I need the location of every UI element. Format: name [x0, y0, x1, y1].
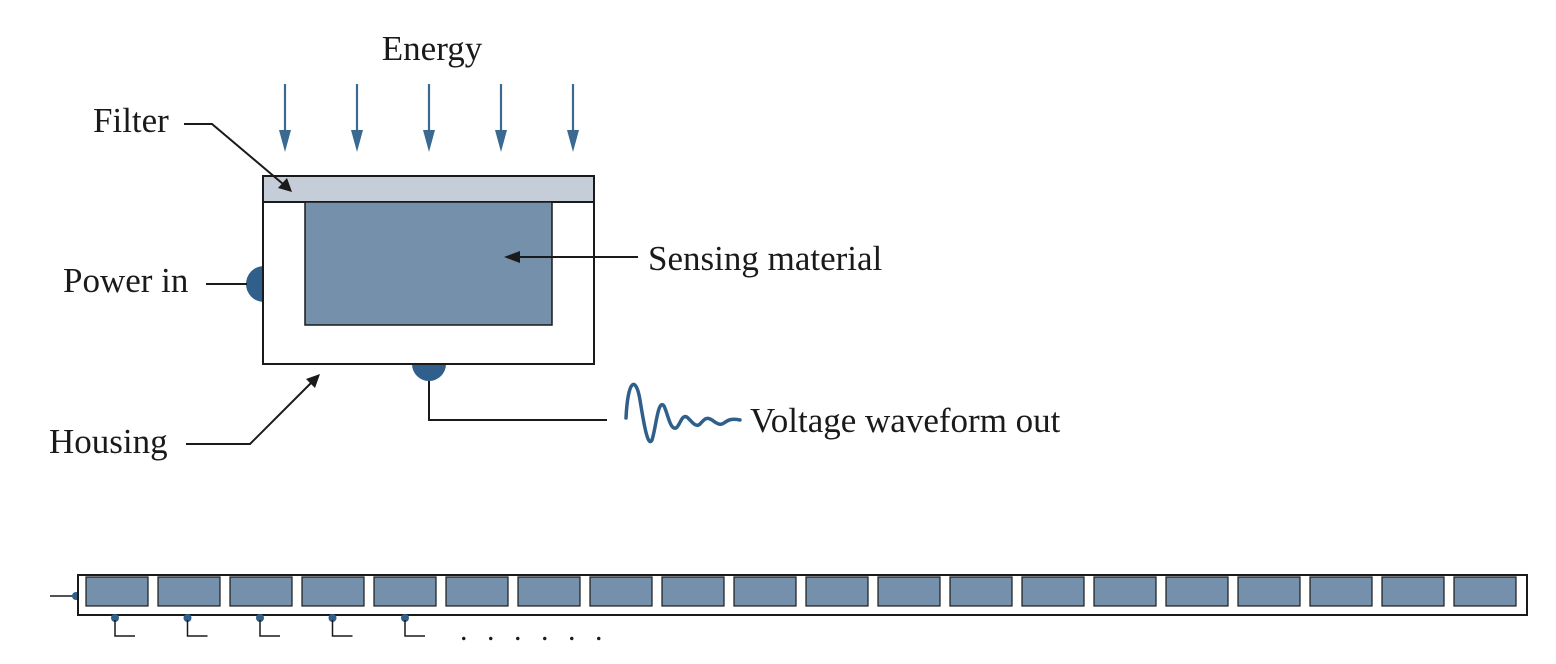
sensing-material — [304, 201, 553, 326]
strip-element — [85, 576, 149, 607]
strip-element — [157, 576, 221, 607]
strip-element — [301, 576, 365, 607]
energy-arrow-5 — [567, 84, 579, 152]
output-lead — [428, 381, 607, 421]
housing-leader-arrowhead — [306, 374, 320, 388]
strip-element — [1309, 576, 1373, 607]
power-in-label: Power in — [63, 261, 188, 300]
sensor-strip: . . . . . . — [50, 574, 1528, 647]
strip-lead — [259, 620, 280, 637]
energy-label: Energy — [382, 29, 483, 68]
strip-element — [1021, 576, 1085, 607]
energy-arrow-2 — [351, 84, 363, 152]
strip-continuation-dots: . . . . . . — [460, 614, 609, 647]
strip-element — [1381, 576, 1445, 607]
strip-lead — [186, 620, 208, 637]
strip-element — [1093, 576, 1157, 607]
strip-lead-connector — [183, 614, 192, 622]
strip-element — [229, 576, 293, 607]
strip-element — [1453, 576, 1517, 607]
strip-lead-connector — [328, 614, 337, 622]
strip-element — [589, 576, 653, 607]
strip-elements — [85, 576, 1517, 607]
strip-lead — [404, 620, 425, 637]
voltage-waveform — [624, 382, 742, 444]
strip-element — [949, 576, 1013, 607]
strip-element — [1165, 576, 1229, 607]
strip-lead-connector — [256, 614, 264, 622]
sensing-material-arrowhead — [504, 251, 520, 263]
energy-arrow-1 — [279, 84, 291, 152]
housing-leader — [186, 381, 313, 445]
voltage-waveform-label: Voltage waveform out — [750, 401, 1061, 440]
strip-lead — [331, 620, 353, 637]
energy-arrow-3 — [423, 84, 435, 152]
filter-leader-arrowhead — [278, 178, 292, 192]
strip-lead-connector — [111, 614, 119, 622]
energy-arrow-4 — [495, 84, 507, 152]
strip-leads — [111, 614, 425, 637]
strip-lead — [114, 620, 135, 637]
strip-element — [661, 576, 725, 607]
filter-label: Filter — [93, 101, 169, 140]
strip-element — [805, 576, 869, 607]
strip-element — [877, 576, 941, 607]
strip-element — [373, 576, 437, 607]
strip-element — [445, 576, 509, 607]
strip-lead-connector — [401, 614, 409, 622]
strip-element — [733, 576, 797, 607]
strip-element — [1237, 576, 1301, 607]
sensing-material-label: Sensing material — [648, 239, 883, 278]
filter-leader — [184, 123, 284, 185]
energy-arrows — [279, 84, 579, 152]
housing-label: Housing — [49, 422, 168, 461]
strip-element — [517, 576, 581, 607]
filter — [262, 175, 595, 203]
